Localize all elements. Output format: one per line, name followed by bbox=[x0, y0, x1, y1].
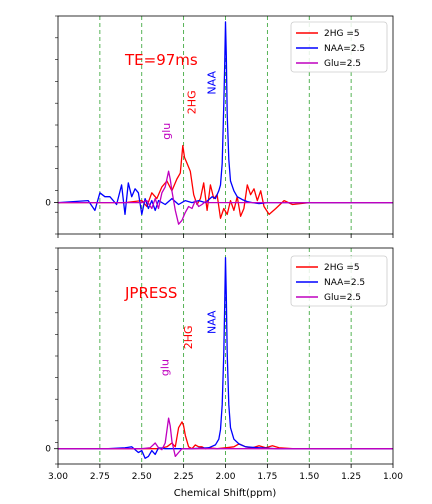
series-line-naa bbox=[58, 256, 393, 459]
peak-label-naa: NAA bbox=[205, 310, 218, 334]
y-tick-label: 0 bbox=[45, 445, 51, 455]
x-tick-label: 1.75 bbox=[257, 472, 277, 482]
legend-entry: NAA=2.5 bbox=[324, 278, 365, 288]
series-line-glu bbox=[58, 417, 393, 458]
legend-entry: 2HG =5 bbox=[324, 263, 360, 273]
legend-entry: NAA=2.5 bbox=[324, 44, 365, 54]
series-line-naa bbox=[58, 21, 393, 216]
legend-entry: Glu=2.5 bbox=[324, 293, 361, 303]
peak-label-2hg: 2HG bbox=[182, 326, 195, 350]
legend-box bbox=[290, 255, 388, 307]
panel-annotation: TE=97ms bbox=[124, 51, 198, 69]
x-tick-label: 2.50 bbox=[132, 472, 152, 482]
legend-box bbox=[290, 21, 388, 73]
peak-label-glu: glu bbox=[160, 123, 173, 140]
x-axis-label: Chemical Shift(ppm) bbox=[174, 488, 277, 499]
panel-annotation: JPRESS bbox=[124, 284, 177, 302]
peak-label-naa: NAA bbox=[205, 70, 218, 94]
series-line-glu bbox=[58, 170, 393, 225]
x-tick-label: 2.75 bbox=[90, 472, 110, 482]
x-tick-label: 2.25 bbox=[174, 472, 194, 482]
peak-label-2hg: 2HG bbox=[185, 90, 198, 114]
series-group bbox=[58, 21, 393, 225]
x-tick-label: 3.00 bbox=[48, 472, 68, 482]
x-tick-label: 1.00 bbox=[383, 472, 403, 482]
x-tick-label: 2.00 bbox=[215, 472, 235, 482]
series-group bbox=[58, 256, 393, 459]
bottom-panel: 0 3.00 2.75 2.50 2.25 2.00 1.75 1.50 1.25 1.00 JPR… bbox=[45, 247, 403, 482]
x-tick-label: 1.25 bbox=[341, 472, 361, 482]
y-tick-label: 0 bbox=[45, 199, 51, 209]
x-tick-label: 1.50 bbox=[299, 472, 319, 482]
legend-entry: 2HG =5 bbox=[324, 29, 360, 39]
peak-label-glu: glu bbox=[159, 359, 172, 376]
top-panel: 0 TE=97ms glu 2HG NAA 2HG =5 NAA=2.5 Glu=2.5 bbox=[45, 15, 394, 238]
legend-entry: Glu=2.5 bbox=[324, 59, 361, 69]
